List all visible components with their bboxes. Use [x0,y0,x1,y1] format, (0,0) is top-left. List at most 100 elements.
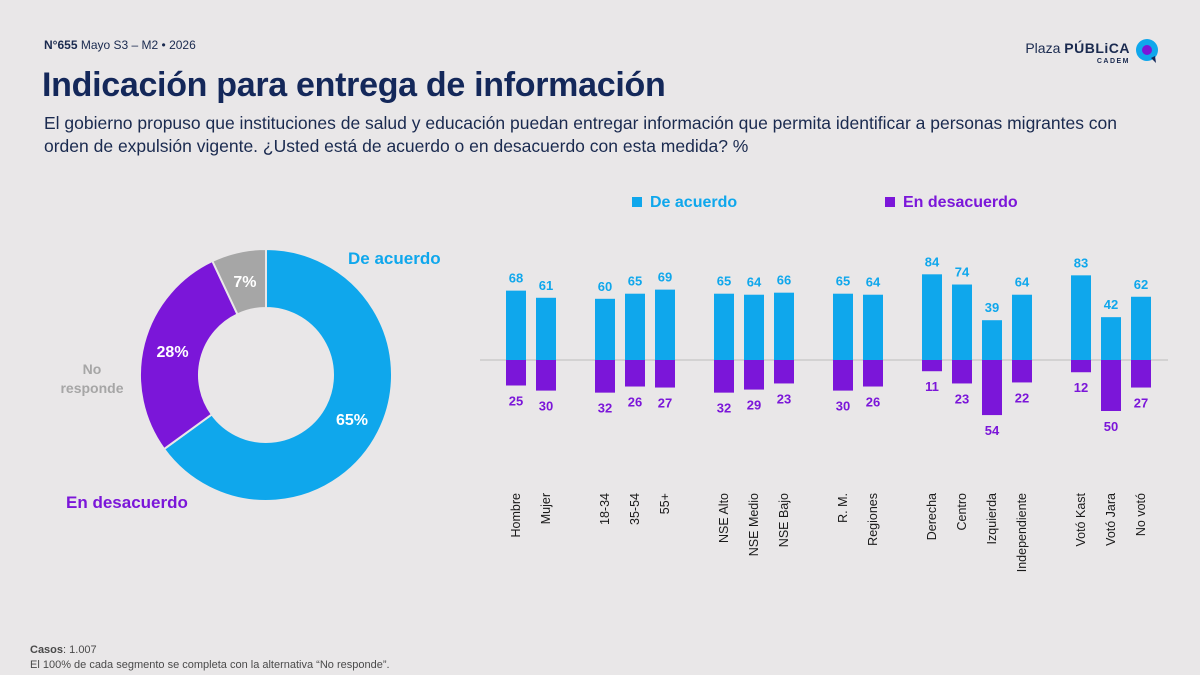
bar-agree-label-4: 69 [658,270,672,285]
category-label-14: Votó Kast [1074,492,1088,546]
bar-disagree-label-14: 12 [1074,380,1088,395]
legend-swatch-1 [885,197,895,207]
bar-disagree-label-7: 23 [777,391,791,406]
bar-disagree-label-13: 22 [1015,390,1029,405]
category-label-16: No votó [1134,493,1148,536]
donut-label-agree: De acuerdo [348,249,441,268]
category-label-7: NSE Bajo [777,493,791,547]
bar-disagree-8 [833,360,853,391]
category-label-2: 18-34 [598,493,612,525]
bar-disagree-10 [922,360,942,372]
cases-value: : 1.007 [63,644,97,656]
footer-notes: Casos: 1.007 El 100% de cada segmento se… [30,643,390,673]
bar-agree-label-16: 62 [1134,277,1148,292]
bar-agree-label-6: 64 [747,275,762,290]
bar-disagree-11 [952,360,972,384]
question-text: El gobierno propuso que instituciones de… [44,113,1118,156]
category-label-10: Derecha [925,493,939,540]
bar-disagree-label-8: 30 [836,399,850,414]
bar-disagree-3 [625,360,645,387]
bar-agree-label-14: 83 [1074,255,1088,270]
brand-mark-icon [1136,39,1158,63]
bar-agree-6 [744,294,764,360]
bar-disagree-label-12: 54 [985,423,1000,438]
bar-disagree-label-2: 32 [598,401,612,416]
cases-line: Casos: 1.007 [30,643,390,658]
bar-disagree-label-16: 27 [1134,396,1148,411]
category-label-12: Izquierda [985,493,999,544]
donut-label-disagree: En desacuerdo [66,493,188,512]
donut-label-noanswer-1: responde [60,380,123,396]
bar-disagree-label-5: 32 [717,401,731,416]
bar-agree-label-1: 61 [539,278,553,293]
donut-value-label-0: 65% [336,412,368,429]
donut-slice-1 [139,259,239,451]
bar-agree-12 [982,320,1002,360]
bar-agree-label-10: 84 [925,254,940,269]
donut-value-label-1: 28% [157,344,189,361]
bar-agree-3 [625,293,645,360]
bar-agree-label-8: 65 [836,274,850,289]
bar-agree-1 [536,297,556,360]
bar-disagree-6 [744,360,764,390]
bar-agree-label-12: 39 [985,300,999,315]
category-label-0: Hombre [509,493,523,538]
bar-agree-9 [863,294,883,360]
bar-disagree-5 [714,360,734,393]
bar-agree-7 [774,292,794,360]
bar-agree-label-0: 68 [509,271,523,286]
donut-chart: 65% 28% 7% De acuerdo En desacuerdo No respond… [60,247,441,512]
bar-disagree-label-3: 26 [628,395,642,410]
bar-disagree-label-6: 29 [747,398,761,413]
bar-agree-label-15: 42 [1104,297,1118,312]
bar-disagree-label-9: 26 [866,395,880,410]
bar-agree-15 [1101,317,1121,360]
bar-disagree-4 [655,360,675,388]
brand-sub: CADEM [1096,58,1130,65]
issue-info: N°655 Mayo S3 – M2 • 2026 [44,38,196,52]
segment-bar-chart: De acuerdo En desacuerdo 68 25 Hombre 61 30 Muj… [480,194,1168,572]
bar-agree-label-3: 65 [628,274,642,289]
bar-agree-label-11: 74 [955,265,970,280]
bar-disagree-label-0: 25 [509,394,523,409]
bar-disagree-9 [863,360,883,387]
category-label-5: NSE Alto [717,493,731,543]
footnote: El 100% de cada segmento se completa con… [30,659,390,671]
category-label-13: Independiente [1015,493,1029,572]
category-label-6: NSE Medio [747,493,761,556]
bar-disagree-label-10: 11 [925,379,939,394]
legend-swatch-0 [632,197,642,207]
bar-disagree-0 [506,360,526,386]
bar-agree-4 [655,289,675,360]
issue-number: N°655 [44,38,78,52]
bar-disagree-1 [536,360,556,391]
bar-agree-14 [1071,275,1091,360]
category-label-11: Centro [955,493,969,531]
category-label-15: Votó Jara [1104,493,1118,546]
category-label-9: Regiones [866,493,880,546]
bar-agree-0 [506,290,526,360]
bar-disagree-12 [982,360,1002,416]
cases-label: Casos [30,644,64,656]
bar-agree-13 [1012,294,1032,360]
page-title: Indicación para entrega de información [42,66,666,104]
bar-disagree-14 [1071,360,1091,373]
bar-disagree-label-4: 27 [658,396,672,411]
bar-agree-label-9: 64 [866,275,881,290]
bar-agree-8 [833,293,853,360]
donut-label-noanswer-0: No [83,361,102,377]
donut-value-label-2: 7% [233,274,256,291]
bar-agree-11 [952,284,972,360]
bar-agree-5 [714,293,734,360]
bar-agree-2 [595,298,615,360]
bar-disagree-label-11: 23 [955,391,969,406]
bar-agree-16 [1131,296,1151,360]
brand-publica: PÚBLiCA [1064,40,1130,56]
bar-disagree-13 [1012,360,1032,383]
brand-plaza: Plaza [1025,40,1061,56]
legend-label-0: De acuerdo [650,194,737,211]
bar-agree-10 [922,274,942,360]
bar-disagree-2 [595,360,615,393]
category-label-3: 35-54 [628,493,642,525]
bar-agree-label-7: 66 [777,273,791,288]
